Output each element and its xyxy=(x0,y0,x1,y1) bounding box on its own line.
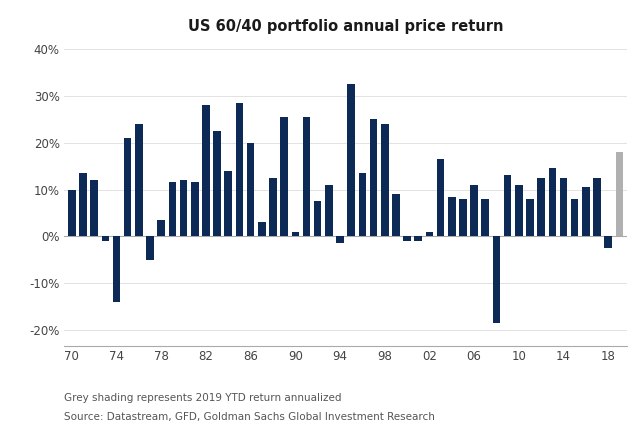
Bar xyxy=(168,182,176,236)
Bar xyxy=(269,178,276,236)
Bar xyxy=(225,171,232,236)
Bar xyxy=(582,187,589,236)
Bar xyxy=(147,236,154,260)
Bar xyxy=(538,178,545,236)
Bar xyxy=(403,236,411,241)
Bar xyxy=(470,185,478,236)
Bar xyxy=(504,175,511,236)
Bar xyxy=(180,180,188,236)
Bar xyxy=(325,185,333,236)
Bar xyxy=(79,173,87,236)
Bar xyxy=(280,117,288,236)
Bar xyxy=(314,201,321,236)
Bar xyxy=(258,222,266,236)
Bar xyxy=(90,180,98,236)
Bar xyxy=(348,84,355,236)
Bar xyxy=(560,178,567,236)
Bar xyxy=(113,236,120,302)
Text: Source: Datastream, GFD, Goldman Sachs Global Investment Research: Source: Datastream, GFD, Goldman Sachs G… xyxy=(64,412,435,422)
Bar xyxy=(102,236,109,241)
Bar xyxy=(593,178,601,236)
Bar xyxy=(604,236,612,248)
Bar xyxy=(459,199,467,236)
Bar xyxy=(291,232,299,236)
Bar xyxy=(124,138,131,236)
Bar xyxy=(303,117,310,236)
Bar xyxy=(426,232,433,236)
Title: US 60/40 portfolio annual price return: US 60/40 portfolio annual price return xyxy=(188,19,503,33)
Bar xyxy=(415,236,422,241)
Bar xyxy=(515,185,523,236)
Bar xyxy=(157,220,165,236)
Bar xyxy=(247,143,255,236)
Bar xyxy=(381,124,388,236)
Bar xyxy=(191,182,198,236)
Bar xyxy=(336,236,344,243)
Bar xyxy=(392,194,400,236)
Bar xyxy=(548,168,556,236)
Text: Grey shading represents 2019 YTD return annualized: Grey shading represents 2019 YTD return … xyxy=(64,393,342,403)
Bar xyxy=(236,103,243,236)
Bar xyxy=(370,119,378,236)
Bar xyxy=(571,199,579,236)
Bar xyxy=(481,199,489,236)
Bar xyxy=(68,190,76,236)
Bar xyxy=(616,152,623,236)
Bar xyxy=(358,173,366,236)
Bar xyxy=(493,236,500,323)
Bar xyxy=(526,199,534,236)
Bar xyxy=(436,159,444,236)
Bar xyxy=(448,197,456,236)
Bar xyxy=(135,124,143,236)
Bar xyxy=(202,105,210,236)
Bar xyxy=(213,131,221,236)
